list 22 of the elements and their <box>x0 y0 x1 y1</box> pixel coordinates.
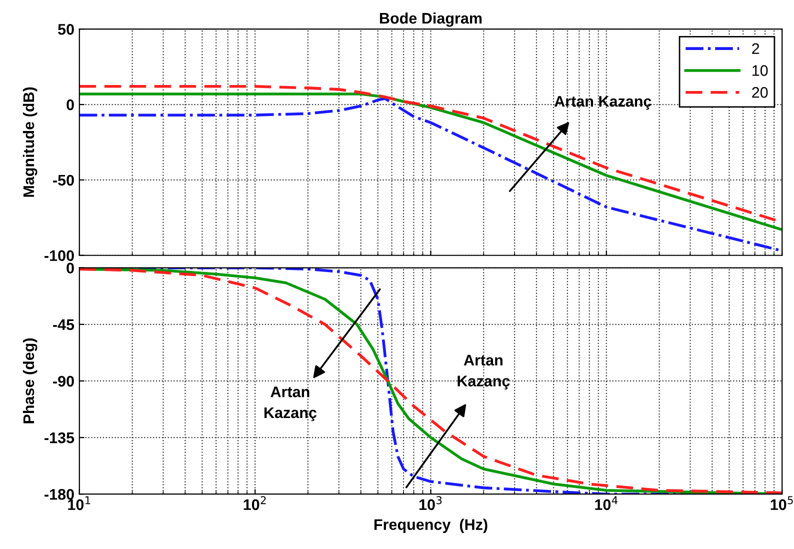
y-tick-label: 0 <box>66 262 74 274</box>
chart-title: Bode Diagram <box>380 12 482 27</box>
x-axis-title: Frequency (Hz) <box>374 518 488 533</box>
x-tick-label: 10$^{4}$ <box>595 496 618 510</box>
annotation: Artan Kazanç <box>458 354 510 390</box>
y-axis-title: Magnitude (dB) <box>22 87 38 197</box>
y-tick-label: -45 <box>53 319 74 330</box>
y-tick-label: -90 <box>53 376 74 387</box>
y-tick-label: -135 <box>44 432 74 444</box>
y-axis-title: Phase (deg) <box>22 338 38 424</box>
legend-label: 20 <box>752 87 768 98</box>
y-tick-label: -50 <box>53 174 74 186</box>
x-tick-label: 10$^{2}$ <box>244 496 266 510</box>
y-tick-label: -100 <box>44 250 74 262</box>
x-tick-label: 10$^{5}$ <box>770 496 793 510</box>
legend-label: 10 <box>752 65 768 76</box>
legend-label: 2 <box>752 43 760 54</box>
x-tick-label: 10$^{3}$ <box>419 496 442 510</box>
annotation: Artan Kazanç <box>264 386 317 422</box>
y-tick-label: 50 <box>58 24 74 35</box>
annotation: Artan Kazanç <box>554 96 652 110</box>
y-tick-label: 0 <box>66 99 74 110</box>
